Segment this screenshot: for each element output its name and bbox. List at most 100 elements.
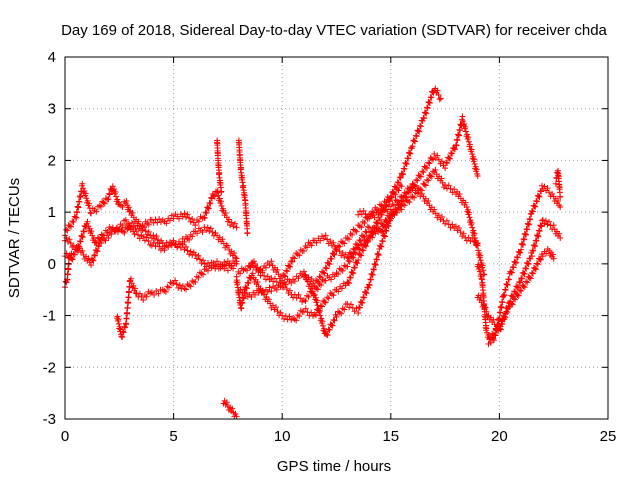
- data-point: [230, 265, 237, 272]
- data-point: [400, 171, 407, 178]
- data-point: [446, 155, 453, 162]
- data-point: [520, 270, 527, 277]
- data-point: [536, 227, 543, 234]
- data-point: [356, 223, 363, 230]
- data-point: [269, 302, 276, 309]
- data-point: [85, 255, 92, 262]
- data-point: [370, 266, 377, 273]
- data-point: [412, 132, 419, 139]
- data-point: [420, 114, 427, 121]
- data-point: [344, 235, 351, 241]
- data-point: [297, 247, 304, 254]
- data-point: [179, 213, 186, 220]
- data-point: [316, 273, 323, 280]
- data-point: [361, 294, 368, 301]
- data-point: [532, 243, 539, 250]
- data-point: [243, 285, 250, 292]
- data-point: [471, 156, 478, 163]
- data-point: [75, 204, 82, 211]
- data-point: [360, 294, 367, 301]
- data-point: [504, 282, 511, 289]
- data-point: [398, 198, 405, 205]
- data-point: [424, 104, 430, 111]
- data-point: [132, 289, 139, 296]
- data-point: [339, 267, 346, 274]
- data-point: [462, 123, 469, 130]
- data-point: [353, 305, 360, 312]
- data-point: [233, 260, 240, 267]
- data-point: [217, 198, 224, 205]
- data-point: [73, 214, 80, 221]
- data-point: [380, 203, 387, 210]
- data-point: [528, 211, 535, 218]
- data-point: [302, 305, 309, 312]
- data-point: [385, 203, 392, 210]
- data-point: [522, 278, 529, 285]
- series-track-17: [485, 245, 557, 348]
- data-point: [519, 241, 526, 248]
- data-point: [112, 228, 119, 235]
- data-point: [404, 188, 411, 195]
- data-point: [338, 285, 345, 292]
- data-point: [248, 294, 255, 301]
- data-point: [238, 305, 245, 312]
- data-point: [432, 210, 439, 217]
- data-point: [536, 193, 543, 200]
- data-point: [176, 282, 183, 289]
- data-point: [384, 208, 391, 215]
- data-point: [266, 261, 273, 268]
- data-point: [109, 225, 116, 232]
- data-point: [426, 100, 433, 107]
- data-point: [327, 238, 334, 245]
- data-point: [371, 214, 378, 221]
- data-point: [77, 238, 84, 245]
- data-point: [538, 223, 545, 230]
- data-point: [438, 175, 445, 182]
- data-point: [312, 294, 319, 301]
- data-point: [83, 195, 90, 202]
- data-point: [335, 271, 342, 278]
- data-point: [79, 233, 86, 240]
- data-point: [375, 207, 382, 214]
- data-point: [319, 322, 326, 329]
- data-point: [518, 240, 525, 247]
- data-point: [79, 247, 86, 254]
- data-point: [557, 193, 564, 200]
- data-point: [70, 219, 77, 226]
- data-point: [358, 224, 365, 231]
- data-point: [96, 235, 103, 242]
- data-point: [81, 187, 88, 194]
- data-point: [324, 294, 331, 301]
- data-point: [533, 237, 540, 244]
- data-point: [477, 294, 484, 301]
- data-point: [74, 209, 81, 216]
- data-point: [415, 189, 422, 196]
- data-point: [181, 238, 188, 245]
- data-point: [512, 296, 519, 303]
- data-point: [453, 136, 460, 143]
- data-point: [262, 264, 269, 271]
- data-point: [376, 216, 383, 223]
- data-point: [356, 237, 363, 244]
- data-point: [498, 317, 505, 324]
- data-point: [139, 227, 146, 234]
- data-point: [112, 188, 119, 195]
- data-point: [202, 209, 209, 216]
- data-point: [232, 254, 239, 261]
- data-point: [377, 243, 384, 250]
- data-point: [514, 291, 521, 298]
- data-point: [502, 286, 509, 293]
- data-point: [187, 283, 194, 290]
- data-point: [476, 250, 483, 257]
- data-point: [391, 211, 398, 218]
- data-point: [224, 242, 231, 249]
- data-point: [383, 228, 390, 235]
- data-point: [204, 204, 211, 211]
- data-point: [537, 222, 544, 229]
- data-point: [457, 122, 464, 129]
- data-point: [186, 236, 193, 243]
- data-point: [472, 163, 479, 170]
- data-point: [68, 223, 75, 230]
- data-point: [339, 239, 346, 246]
- data-point: [125, 300, 132, 307]
